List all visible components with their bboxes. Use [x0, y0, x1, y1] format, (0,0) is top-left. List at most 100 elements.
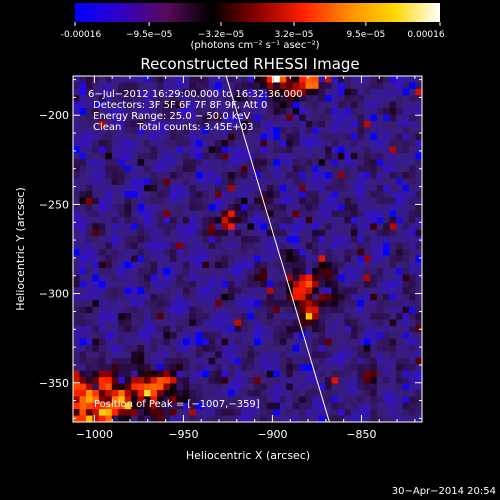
heatmap-cell	[85, 281, 93, 288]
heatmap-cell	[234, 383, 242, 391]
heatmap-cell	[350, 140, 358, 147]
heatmap-cell	[118, 229, 125, 237]
heatmap-cell	[79, 261, 87, 269]
heatmap-cell	[169, 127, 177, 134]
heatmap-cell	[363, 82, 371, 90]
heatmap-cell	[363, 236, 371, 243]
heatmap-cell	[389, 357, 397, 365]
heatmap-cell	[402, 114, 410, 122]
heatmap-cell	[279, 210, 287, 218]
heatmap-cell	[370, 345, 378, 352]
heatmap-cell	[234, 178, 242, 186]
heatmap-cell	[363, 300, 371, 307]
heatmap-cell	[337, 306, 345, 314]
heatmap-cell	[241, 409, 248, 416]
heatmap-cell	[415, 76, 422, 83]
heatmap-cell	[208, 364, 216, 372]
heatmap-cell	[376, 383, 384, 391]
heatmap-cell	[157, 377, 164, 384]
heatmap-cell	[215, 82, 222, 90]
heatmap-cell	[79, 152, 87, 160]
heatmap-cell	[124, 114, 132, 122]
heatmap-cell	[189, 268, 197, 275]
heatmap-cell	[286, 242, 294, 250]
heatmap-cell	[279, 101, 287, 109]
heatmap-cell	[389, 165, 397, 173]
heatmap-cell	[189, 338, 197, 346]
heatmap-cell	[402, 313, 410, 320]
heatmap-cell	[202, 313, 210, 320]
heatmap-cell	[312, 216, 319, 224]
heatmap-cell	[260, 357, 268, 365]
heatmap-cell	[241, 216, 248, 224]
heatmap-cell	[176, 293, 184, 301]
heatmap-cell	[325, 95, 332, 102]
heatmap-cell	[415, 197, 422, 205]
heatmap-cell	[337, 114, 345, 122]
heatmap-cell	[389, 191, 397, 199]
heatmap-cell	[318, 255, 326, 263]
heatmap-cell	[312, 338, 319, 346]
heatmap-cell	[169, 415, 177, 422]
heatmap-cell	[402, 197, 410, 205]
heatmap-cell	[234, 287, 242, 295]
heatmap-cell	[241, 415, 248, 422]
heatmap-cell	[370, 165, 378, 173]
heatmap-cell	[182, 236, 190, 243]
heatmap-cell	[318, 140, 326, 147]
heatmap-cell	[344, 204, 352, 211]
heatmap-cell	[350, 255, 358, 263]
heatmap-cell	[247, 216, 255, 224]
heatmap-cell	[357, 133, 365, 141]
heatmap-cell	[111, 172, 119, 179]
heatmap-cell	[189, 402, 197, 410]
heatmap-cell	[176, 82, 184, 90]
heatmap-cell	[247, 101, 255, 109]
heatmap-cell	[234, 332, 242, 340]
heatmap-cell	[396, 236, 403, 243]
heatmap-cell	[376, 236, 384, 243]
heatmap-cell	[266, 345, 274, 352]
heatmap-cell	[215, 108, 222, 115]
heatmap-cell	[118, 370, 125, 378]
heatmap-cell	[98, 114, 106, 122]
heatmap-cell	[92, 357, 100, 365]
heatmap-cell	[124, 159, 132, 167]
heatmap-cell	[286, 313, 294, 320]
colorbar-tick-label: −3.2e−05	[198, 30, 244, 40]
heatmap-cell	[98, 332, 106, 340]
heatmap-cell	[402, 281, 410, 288]
heatmap-cell	[260, 274, 268, 282]
heatmap-cell	[73, 146, 80, 154]
heatmap-cell	[79, 76, 87, 83]
heatmap-cell	[118, 184, 125, 192]
heatmap-cell	[337, 242, 345, 250]
heatmap-cell	[318, 351, 326, 359]
heatmap-cell	[273, 140, 281, 147]
heatmap-cell	[383, 229, 390, 237]
heatmap-cell	[376, 255, 384, 263]
heatmap-cell	[150, 178, 158, 186]
heatmap-cell	[318, 357, 326, 365]
heatmap-cell	[357, 178, 365, 186]
heatmap-cell	[131, 165, 138, 173]
heatmap-cell	[337, 383, 345, 391]
heatmap-cell	[79, 255, 87, 263]
heatmap-cell	[273, 159, 281, 167]
heatmap-cell	[305, 377, 313, 384]
heatmap-cell	[131, 357, 138, 365]
heatmap-cell	[376, 409, 384, 416]
heatmap-cell	[260, 319, 268, 327]
heatmap-cell	[79, 191, 87, 199]
heatmap-cell	[124, 268, 132, 275]
heatmap-cell	[286, 159, 294, 167]
heatmap-cell	[376, 101, 384, 109]
heatmap-cell	[370, 114, 378, 122]
heatmap-cell	[85, 332, 93, 340]
heatmap-cell	[182, 383, 190, 391]
heatmap-cell	[292, 357, 300, 365]
heatmap-cell	[396, 95, 403, 102]
heatmap-cell	[208, 377, 216, 384]
heatmap-cell	[383, 216, 390, 224]
heatmap-cell	[169, 357, 177, 365]
